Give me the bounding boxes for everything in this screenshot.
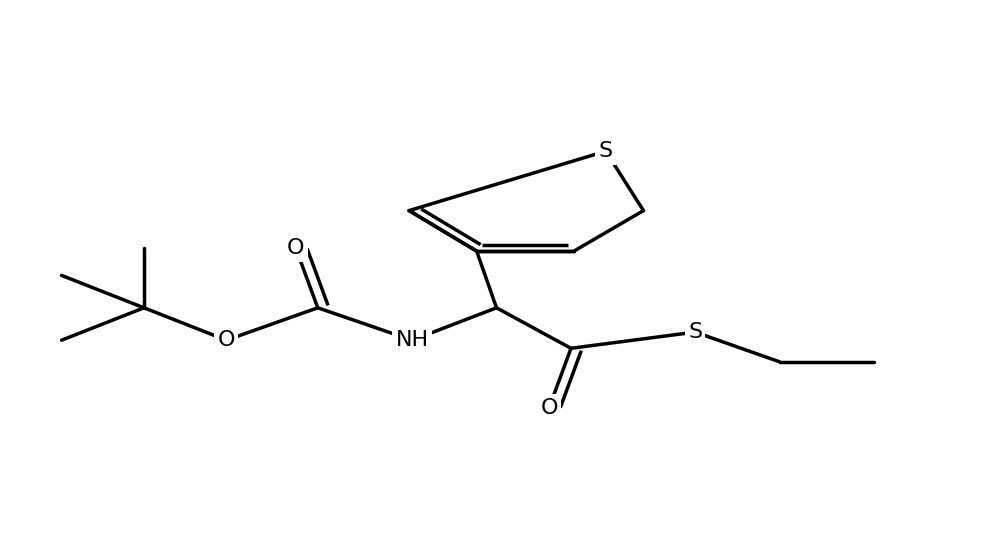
Text: S: S — [688, 322, 702, 342]
Text: O: O — [287, 238, 305, 259]
Text: S: S — [599, 141, 613, 161]
Text: NH: NH — [395, 330, 429, 350]
Text: O: O — [217, 330, 235, 350]
Text: O: O — [540, 397, 558, 418]
